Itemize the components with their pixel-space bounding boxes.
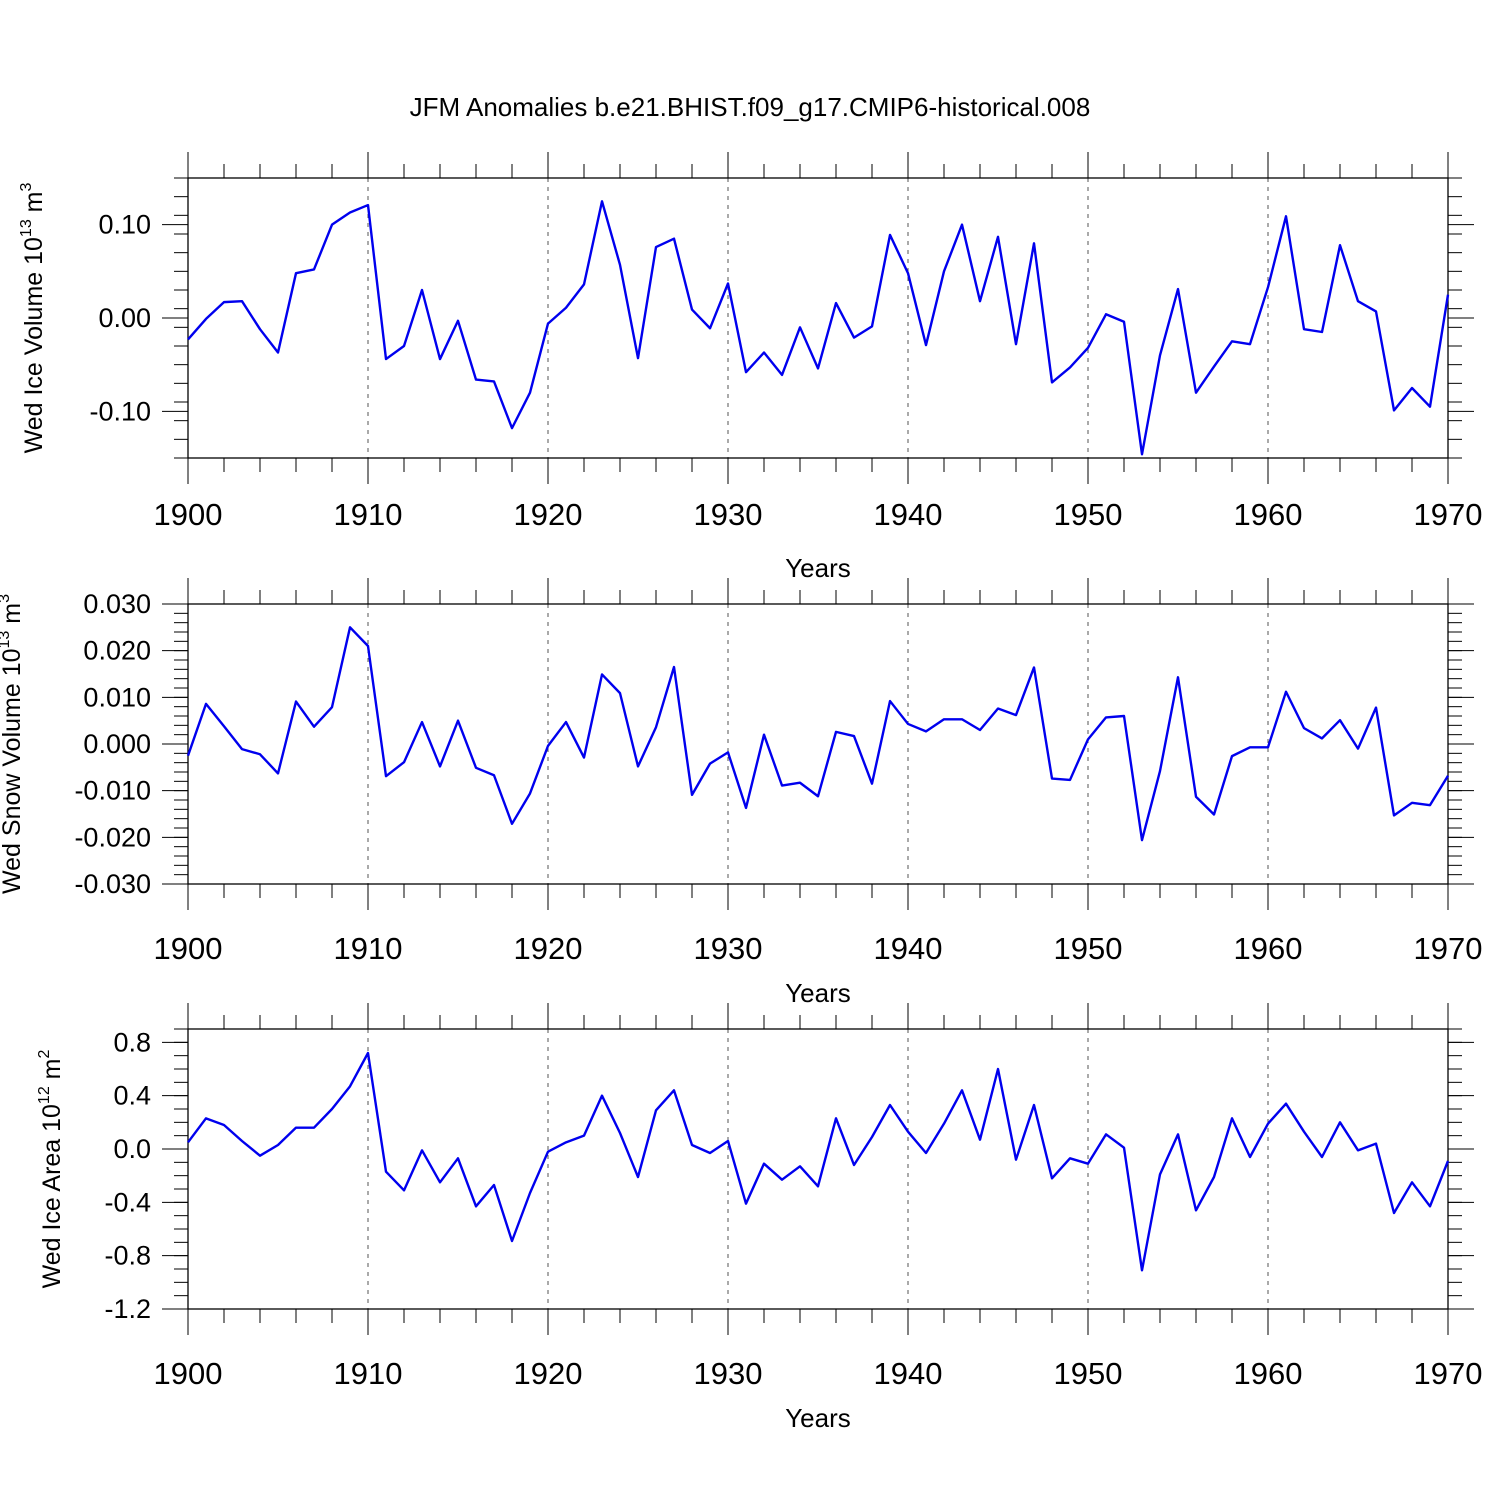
y-tick-label: 0.020 bbox=[83, 636, 151, 666]
y-tick-label: 0.4 bbox=[113, 1081, 151, 1111]
panel-ice-volume: -0.10 0.00 0.10 1900 1910 1920 1930 1940 1950 196… bbox=[18, 152, 1482, 583]
panel-ice-area: -1.2 -0.8 -0.4 0.0 0.4 0.8 1900 1910 1920 1930 194… bbox=[36, 1003, 1482, 1433]
y-tick-label: 0.10 bbox=[98, 210, 151, 240]
x-axis-title: Years bbox=[785, 978, 851, 1008]
x-tick-label: 1920 bbox=[514, 931, 583, 966]
plot-frame bbox=[187, 603, 1449, 885]
y-tick-label: -1.2 bbox=[104, 1294, 151, 1324]
x-tick-label: 1900 bbox=[154, 1356, 223, 1391]
x-tick-label: 1960 bbox=[1234, 931, 1303, 966]
y-axis-title: Wed Ice Volume 1013 m3 bbox=[18, 182, 48, 453]
series-line-ice-area bbox=[187, 1051, 1450, 1272]
x-tick-label: 1970 bbox=[1414, 931, 1483, 966]
plot-frame bbox=[187, 177, 1449, 459]
series-line-ice-volume bbox=[187, 200, 1450, 456]
y-axis-title: Wed Snow Volume 1013 m3 bbox=[0, 594, 26, 894]
x-tick-label: 1950 bbox=[1054, 1356, 1123, 1391]
x-tick-label: 1950 bbox=[1054, 931, 1123, 966]
x-tick-label: 1960 bbox=[1234, 497, 1303, 532]
plot-frame bbox=[187, 1028, 1449, 1310]
x-tick-label: 1910 bbox=[334, 931, 403, 966]
y-tick-label: 0.010 bbox=[83, 682, 151, 712]
x-tick-label: 1930 bbox=[694, 497, 763, 532]
x-tick-label: 1960 bbox=[1234, 1356, 1303, 1391]
x-tick-label: 1950 bbox=[1054, 497, 1123, 532]
y-tick-label: 0.000 bbox=[83, 729, 151, 759]
x-tick-label: 1910 bbox=[334, 497, 403, 532]
y-tick-label: -0.030 bbox=[74, 869, 151, 899]
x-tick-label: 1910 bbox=[334, 1356, 403, 1391]
x-tick-label: 1940 bbox=[874, 931, 943, 966]
x-tick-label: 1970 bbox=[1414, 497, 1483, 532]
y-axis-title: Wed Ice Area 1012 m2 bbox=[36, 1049, 66, 1288]
x-tick-label: 1970 bbox=[1414, 1356, 1483, 1391]
x-tick-label: 1900 bbox=[154, 497, 223, 532]
y-tick-label: -0.10 bbox=[89, 396, 151, 426]
y-tick-label: 0.00 bbox=[98, 303, 151, 333]
x-tick-label: 1940 bbox=[874, 497, 943, 532]
y-tick-label: 0.0 bbox=[113, 1134, 151, 1164]
x-tick-label: 1920 bbox=[514, 497, 583, 532]
y-tick-label: 0.030 bbox=[83, 589, 151, 619]
series-line-snow-volume bbox=[186, 626, 1450, 842]
y-tick-label: -0.020 bbox=[74, 822, 151, 852]
y-tick-label: -0.8 bbox=[104, 1241, 151, 1271]
panel-snow-volume: -0.030 -0.020 -0.010 0.000 0.010 0.020 0.030 19… bbox=[0, 578, 1482, 1008]
x-tick-label: 1920 bbox=[514, 1356, 583, 1391]
x-axis-title: Years bbox=[785, 553, 851, 583]
x-axis-title: Years bbox=[785, 1403, 851, 1433]
x-tick-label: 1940 bbox=[874, 1356, 943, 1391]
chart-title: JFM Anomalies b.e21.BHIST.f09_g17.CMIP6-… bbox=[410, 92, 1091, 122]
y-tick-label: -0.010 bbox=[74, 776, 151, 806]
x-tick-label: 1900 bbox=[154, 931, 223, 966]
y-tick-label: -0.4 bbox=[104, 1187, 151, 1217]
y-tick-label: 0.8 bbox=[113, 1027, 151, 1057]
x-tick-label: 1930 bbox=[694, 1356, 763, 1391]
x-tick-label: 1930 bbox=[694, 931, 763, 966]
